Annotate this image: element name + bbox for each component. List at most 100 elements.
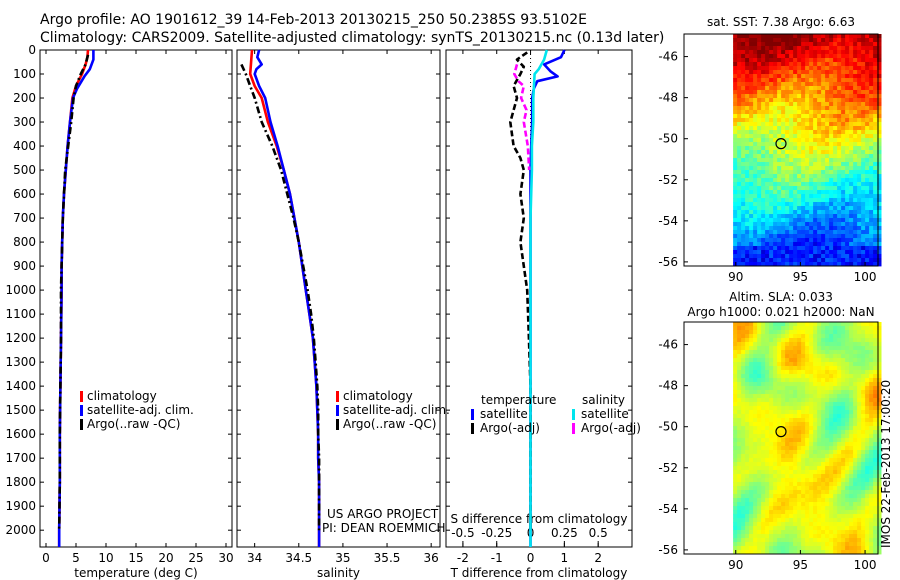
map-cell xyxy=(785,234,790,239)
map-cell xyxy=(801,118,806,123)
map-cell xyxy=(845,226,850,231)
map-cell xyxy=(849,358,854,363)
map-cell xyxy=(869,454,874,459)
map-cell xyxy=(745,126,750,131)
map-cell xyxy=(869,58,874,63)
map-cell xyxy=(805,366,810,371)
map-cell xyxy=(785,106,790,111)
map-cell xyxy=(733,130,738,135)
map-cell xyxy=(797,226,802,231)
map-cell xyxy=(857,118,862,123)
map-cell xyxy=(825,486,830,491)
map-cell xyxy=(769,242,774,247)
map-cell xyxy=(769,394,774,399)
map-cell xyxy=(757,462,762,467)
map-cell xyxy=(761,478,766,483)
map-cell xyxy=(793,402,798,407)
map-cell xyxy=(813,398,818,403)
map-cell xyxy=(833,154,838,159)
map-cell xyxy=(773,50,778,55)
map-cell xyxy=(781,494,786,499)
map-cell xyxy=(877,414,882,419)
map-cell xyxy=(829,234,834,239)
map-cell xyxy=(757,542,762,547)
map-cell xyxy=(801,206,806,211)
map-cell xyxy=(749,154,754,159)
map-cell xyxy=(845,346,850,351)
map-cell xyxy=(853,138,858,143)
map-cell xyxy=(789,402,794,407)
map-cell xyxy=(761,214,766,219)
map-cell xyxy=(869,334,874,339)
map-cell xyxy=(825,362,830,367)
map-cell xyxy=(853,86,858,91)
map-cell xyxy=(817,90,822,95)
map-cell xyxy=(837,242,842,247)
map-cell xyxy=(741,362,746,367)
map-cell xyxy=(769,250,774,255)
map-cell xyxy=(837,402,842,407)
map-cell xyxy=(809,334,814,339)
map-cell xyxy=(745,118,750,123)
map-cell xyxy=(841,398,846,403)
map-cell xyxy=(845,166,850,171)
map-cell xyxy=(769,206,774,211)
map-cell xyxy=(857,374,862,379)
map-cell xyxy=(733,522,738,527)
map-cell xyxy=(817,470,822,475)
map-cell xyxy=(829,162,834,167)
map-cell xyxy=(857,454,862,459)
map-cell xyxy=(825,338,830,343)
map-cell xyxy=(753,542,758,547)
map-cell xyxy=(825,474,830,479)
map-cell xyxy=(857,130,862,135)
map-cell xyxy=(845,458,850,463)
map-cell xyxy=(785,178,790,183)
map-cell xyxy=(789,242,794,247)
map-cell xyxy=(761,98,766,103)
map-cell xyxy=(797,218,802,223)
map-cell xyxy=(749,98,754,103)
map-cell xyxy=(861,354,866,359)
map-cell xyxy=(793,218,798,223)
map-cell xyxy=(841,546,846,551)
map-cell xyxy=(849,98,854,103)
map-cell xyxy=(793,522,798,527)
map-cell xyxy=(765,110,770,115)
map-cell xyxy=(849,134,854,139)
map-cell xyxy=(761,90,766,95)
map-cell xyxy=(773,74,778,79)
map-cell xyxy=(737,374,742,379)
map-cell xyxy=(737,230,742,235)
map-cell xyxy=(741,130,746,135)
map-cell xyxy=(793,254,798,259)
map-cell xyxy=(817,486,822,491)
map-cell xyxy=(841,226,846,231)
map-cell xyxy=(821,402,826,407)
map-cell xyxy=(793,386,798,391)
map-cell xyxy=(837,158,842,163)
map-cell xyxy=(785,182,790,187)
map-cell xyxy=(793,366,798,371)
map-cell xyxy=(869,114,874,119)
map-cell xyxy=(781,166,786,171)
map-cell xyxy=(773,430,778,435)
map-cell xyxy=(833,94,838,99)
map-cell xyxy=(749,534,754,539)
map-cell xyxy=(813,462,818,467)
map-cell xyxy=(817,550,822,555)
map-cell xyxy=(861,234,866,239)
map-cell xyxy=(841,418,846,423)
map-cell xyxy=(821,50,826,55)
map-cell xyxy=(785,62,790,67)
map-cell xyxy=(793,446,798,451)
map-cell xyxy=(785,514,790,519)
map-cell xyxy=(849,390,854,395)
map-cell xyxy=(861,406,866,411)
map-cell xyxy=(749,178,754,183)
map-cell xyxy=(773,326,778,331)
map-cell xyxy=(733,526,738,531)
map-cell xyxy=(845,414,850,419)
map-cell xyxy=(781,62,786,67)
map-cell xyxy=(857,502,862,507)
